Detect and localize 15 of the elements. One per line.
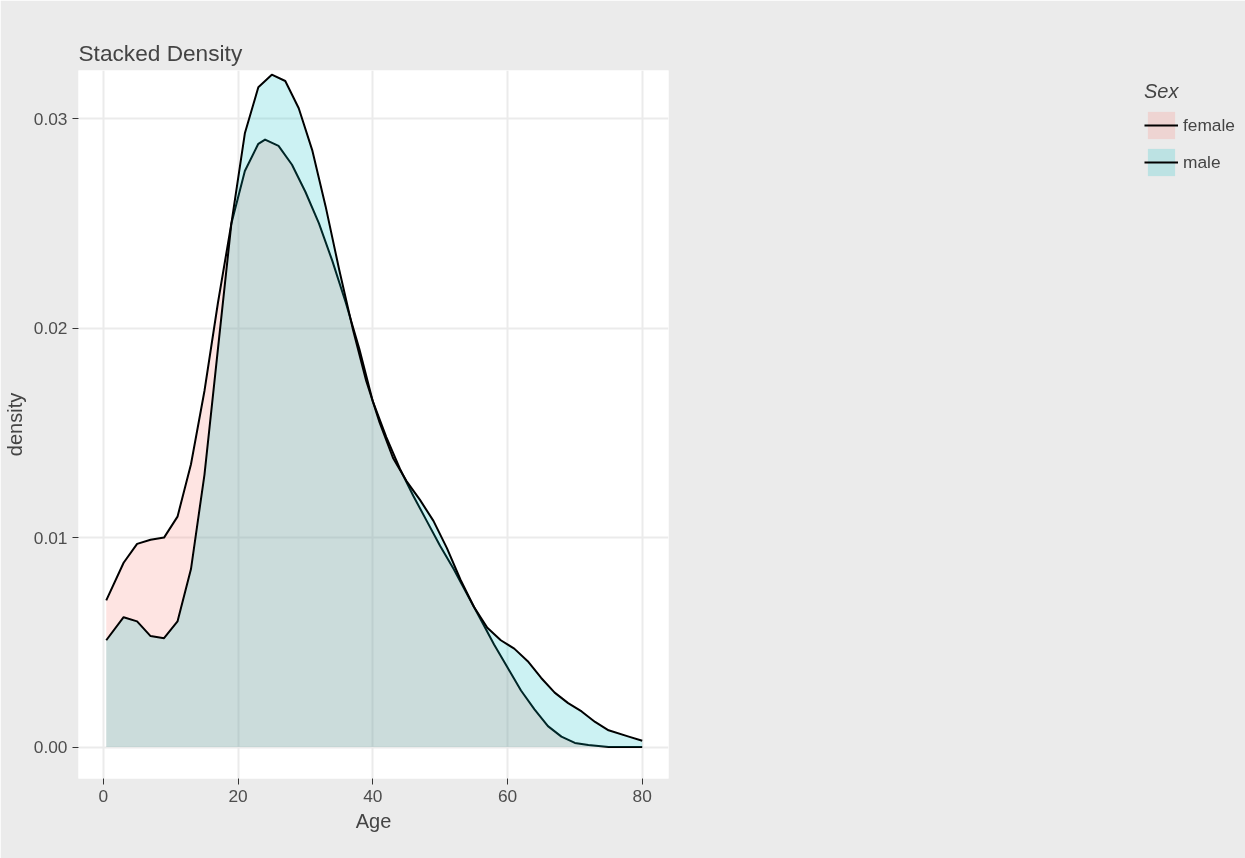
chart-title: Stacked Density xyxy=(78,39,243,66)
x-tick-label: 40 xyxy=(363,785,383,806)
x-tick-label: 80 xyxy=(632,785,652,806)
legend-title: Sex xyxy=(1143,80,1180,103)
x-tick-label: 60 xyxy=(497,785,518,806)
legend-label: male xyxy=(1182,151,1221,173)
y-axis-title: density xyxy=(3,392,26,457)
y-tick-label: 0.02 xyxy=(33,318,68,339)
y-tick-label: 0.00 xyxy=(33,737,68,758)
x-tick-label: 0 xyxy=(98,785,109,806)
y-tick-label: 0.03 xyxy=(33,108,68,129)
y-tick-label: 0.01 xyxy=(33,527,68,548)
x-axis-title: Age xyxy=(355,809,392,832)
x-tick-label: 20 xyxy=(228,785,248,806)
legend-label: female xyxy=(1182,114,1235,136)
